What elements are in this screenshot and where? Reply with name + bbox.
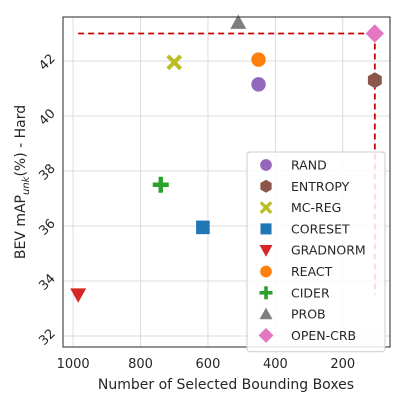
marker-triangle-up — [230, 14, 247, 29]
legend-label-react: REACT — [291, 264, 333, 279]
point-rand — [251, 77, 266, 92]
legend-label-entropy: ENTROPY — [291, 179, 350, 194]
legend-label-mc-reg: MC-REG — [291, 200, 341, 215]
legend-label-coreset: CORESET — [291, 221, 350, 236]
y-axis-label-tail: (%) - Hard — [13, 105, 29, 177]
grid-lines — [63, 17, 390, 347]
x-tick-label: 200 — [330, 357, 355, 372]
y-tick-label: 36 — [36, 216, 58, 238]
marker-diamond — [365, 24, 385, 43]
y-tick-label: 32 — [36, 326, 58, 348]
y-axis-label: BEV mAPunk(%) - Hard — [13, 105, 32, 259]
legend-marker-coreset — [260, 223, 272, 235]
x-tick-label: 600 — [196, 357, 221, 372]
marker-triangle-down — [70, 288, 87, 303]
legend-marker-cider — [259, 286, 273, 300]
marker-circle — [251, 52, 266, 67]
point-prob — [230, 14, 247, 29]
marker-hexagon — [367, 72, 382, 89]
data-points — [70, 14, 385, 303]
point-open-crb — [365, 24, 385, 43]
point-entropy — [367, 72, 382, 89]
legend-marker-open-crb — [258, 327, 274, 343]
legend: RAND ENTROPY MC-REG CORESET GRADNORM REACT CID… — [246, 151, 386, 353]
legend-label-open-crb: OPEN-CRB — [291, 328, 356, 343]
legend-marker-gradnorm — [259, 245, 273, 257]
legend-marker-entropy — [260, 179, 272, 193]
y-tick-label: 38 — [36, 161, 58, 183]
marker-square — [260, 223, 272, 235]
marker-x-b — [259, 201, 273, 214]
x-tick-labels: 1000 800 600 400 200 — [57, 357, 356, 372]
x-tick-label: 1000 — [57, 357, 90, 372]
legend-marker-prob — [259, 307, 273, 320]
legend-marker-rand — [260, 159, 272, 171]
point-coreset — [196, 220, 210, 235]
marker-diamond — [258, 327, 274, 343]
marker-circle — [260, 265, 272, 278]
point-gradnorm — [70, 288, 87, 303]
marker-x-b — [166, 54, 183, 71]
x-tick-label: 400 — [263, 357, 288, 372]
marker-triangle-down — [259, 245, 273, 257]
marker-circle — [251, 77, 266, 92]
y-tick-label: 42 — [36, 51, 58, 73]
x-axis-label: Number of Selected Bounding Boxes — [98, 377, 354, 393]
legend-label-cider: CIDER — [291, 285, 330, 300]
legend-box — [246, 151, 386, 353]
point-cider — [152, 176, 169, 193]
legend-label-gradnorm: GRADNORM — [291, 243, 366, 258]
marker-square — [196, 220, 210, 235]
x-tick-label: 800 — [128, 357, 153, 372]
point-react — [251, 52, 266, 67]
plot-frame — [62, 16, 391, 348]
marker-triangle-up — [259, 307, 273, 320]
marker-hexagon — [260, 179, 272, 193]
y-tick-label: 40 — [36, 106, 58, 128]
legend-label-rand: RAND — [291, 158, 327, 173]
legend-label-prob: PROB — [291, 307, 326, 322]
y-axis-label-main: BEV mAP — [13, 195, 29, 259]
legend-marker-react — [260, 265, 272, 278]
marker-circle — [260, 159, 272, 171]
y-tick-labels: 32 34 36 38 40 42 — [36, 51, 58, 348]
point-mc-reg — [166, 54, 183, 71]
y-tick-label: 34 — [36, 271, 58, 293]
legend-marker-mc-reg — [259, 201, 273, 214]
y-axis-label-sub: unk — [21, 175, 32, 195]
